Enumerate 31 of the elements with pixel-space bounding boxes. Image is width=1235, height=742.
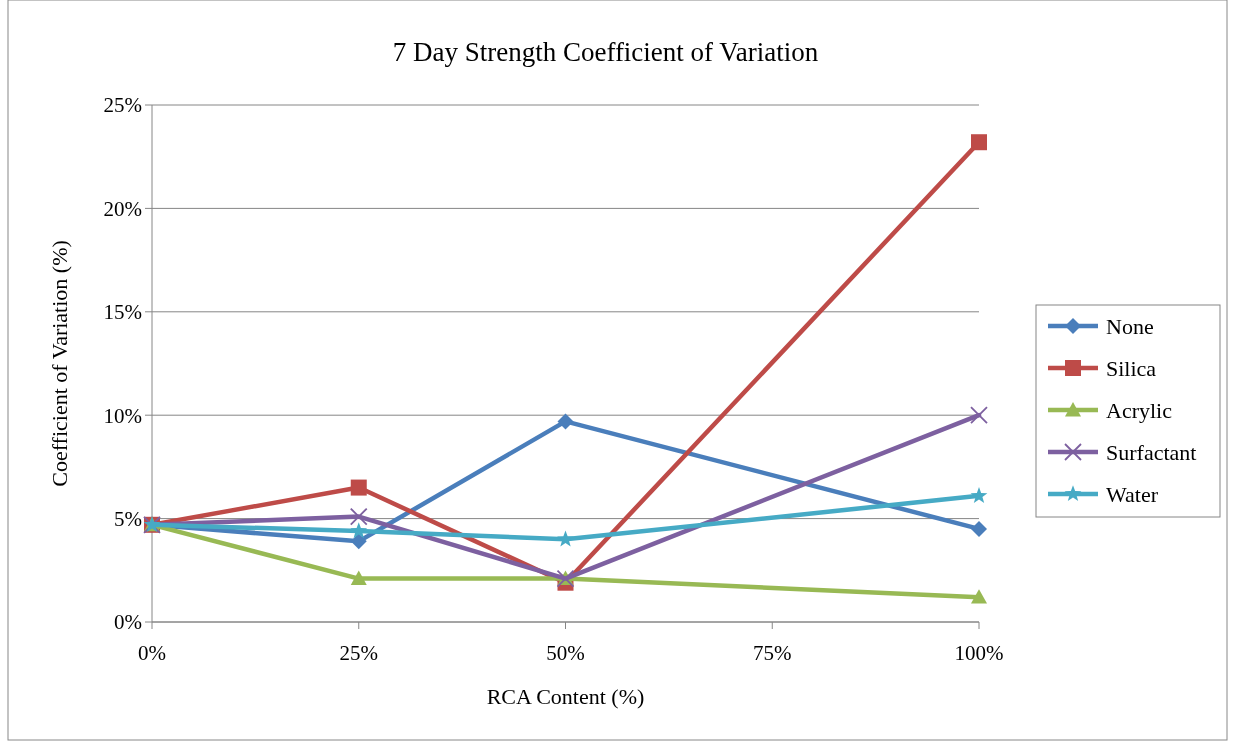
x-tick-label: 25% [339,641,378,665]
x-tick-label: 100% [954,641,1004,665]
legend-label: Surfactant [1106,439,1197,465]
point [349,507,368,526]
x-tick-label: 75% [753,641,792,665]
y-tick-label: 5% [114,506,142,531]
point [971,589,987,604]
y-tick-label: 15% [103,300,142,325]
y-tick-label: 20% [103,196,142,221]
point [557,530,574,547]
point [971,520,987,537]
point [350,522,368,539]
x-tick-label: 0% [138,641,166,665]
y-tick-label: 10% [103,403,142,428]
y-axis-title: Coefficient of Variation (%) [47,240,72,487]
legend-label: Acrylic [1106,397,1173,423]
legend-label: Water [1106,481,1159,507]
legend-label: Silica [1106,355,1157,381]
point [557,413,574,430]
point [350,479,367,496]
y-tick-label: 0% [114,610,142,635]
legend-label: None [1106,313,1154,339]
point [350,570,367,585]
y-tick-label: 25% [103,93,142,118]
point [350,533,367,550]
point [970,487,988,503]
point [971,134,987,151]
chart-title: 7 Day Strength Coefficient of Variation [392,37,819,67]
x-axis-title: RCA Content (%) [486,684,645,709]
x-tick-label: 50% [546,641,585,665]
point [970,406,988,425]
